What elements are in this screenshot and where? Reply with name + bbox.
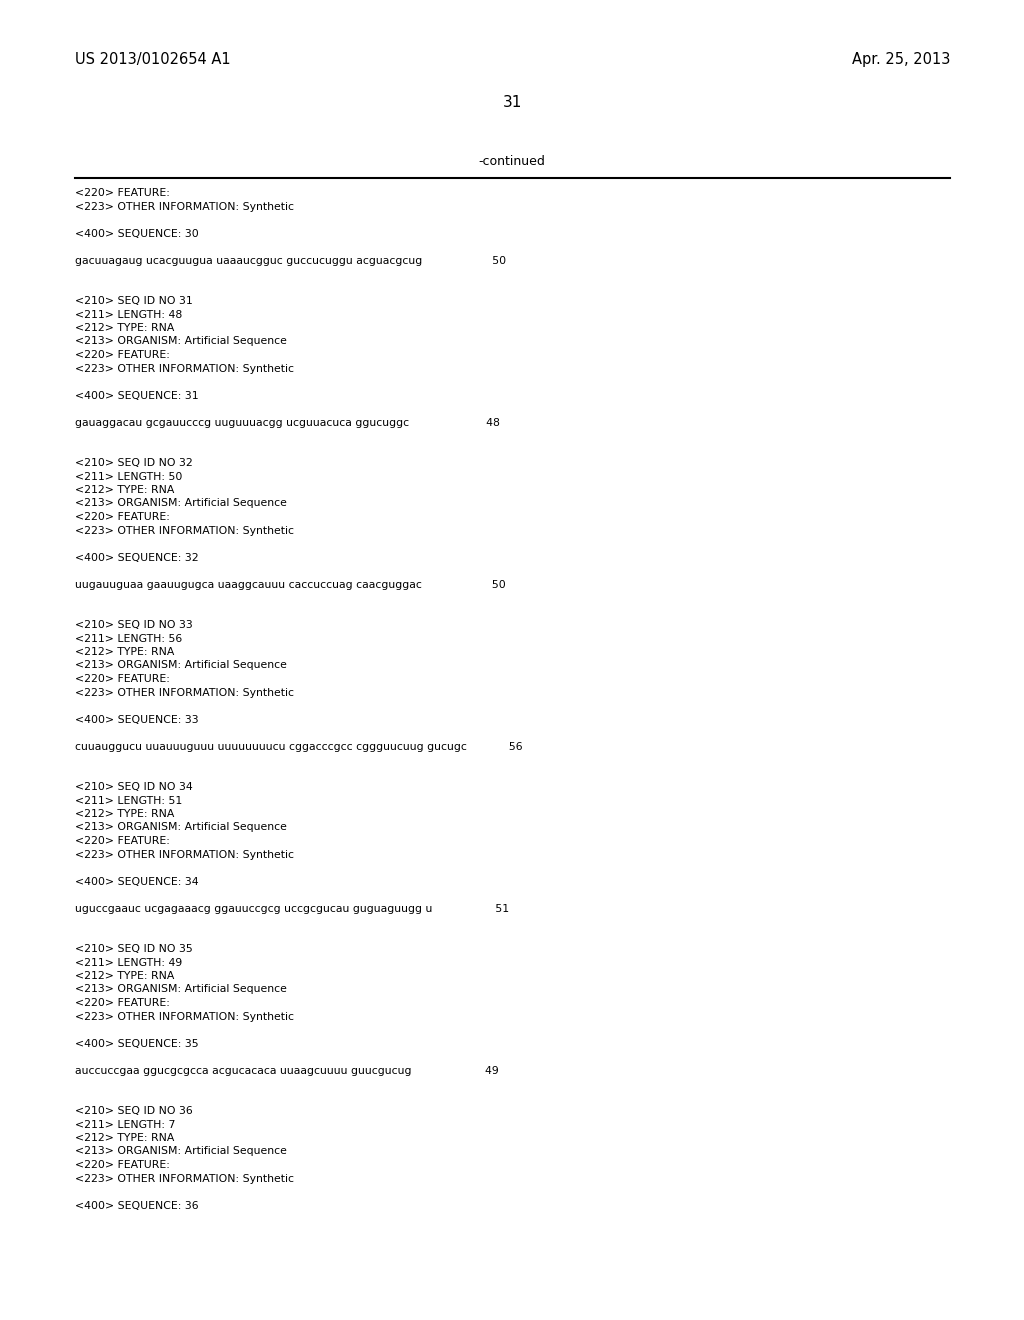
- Text: <220> FEATURE:: <220> FEATURE:: [75, 512, 170, 521]
- Text: <213> ORGANISM: Artificial Sequence: <213> ORGANISM: Artificial Sequence: [75, 985, 287, 994]
- Text: <220> FEATURE:: <220> FEATURE:: [75, 350, 170, 360]
- Text: <212> TYPE: RNA: <212> TYPE: RNA: [75, 323, 174, 333]
- Text: <223> OTHER INFORMATION: Synthetic: <223> OTHER INFORMATION: Synthetic: [75, 688, 294, 697]
- Text: <400> SEQUENCE: 32: <400> SEQUENCE: 32: [75, 553, 199, 562]
- Text: gacuuagaug ucacguugua uaaaucgguc guccucuggu acguacgcug                    50: gacuuagaug ucacguugua uaaaucgguc guccucu…: [75, 256, 506, 265]
- Text: <400> SEQUENCE: 34: <400> SEQUENCE: 34: [75, 876, 199, 887]
- Text: <211> LENGTH: 51: <211> LENGTH: 51: [75, 796, 182, 805]
- Text: <223> OTHER INFORMATION: Synthetic: <223> OTHER INFORMATION: Synthetic: [75, 363, 294, 374]
- Text: <212> TYPE: RNA: <212> TYPE: RNA: [75, 647, 174, 657]
- Text: <210> SEQ ID NO 35: <210> SEQ ID NO 35: [75, 944, 193, 954]
- Text: <210> SEQ ID NO 36: <210> SEQ ID NO 36: [75, 1106, 193, 1115]
- Text: <220> FEATURE:: <220> FEATURE:: [75, 1160, 170, 1170]
- Text: <212> TYPE: RNA: <212> TYPE: RNA: [75, 484, 174, 495]
- Text: <223> OTHER INFORMATION: Synthetic: <223> OTHER INFORMATION: Synthetic: [75, 1011, 294, 1022]
- Text: <223> OTHER INFORMATION: Synthetic: <223> OTHER INFORMATION: Synthetic: [75, 850, 294, 859]
- Text: <213> ORGANISM: Artificial Sequence: <213> ORGANISM: Artificial Sequence: [75, 822, 287, 833]
- Text: auccuccgaa ggucgcgcca acgucacaca uuaagcuuuu guucgucug                     49: auccuccgaa ggucgcgcca acgucacaca uuaagcu…: [75, 1065, 499, 1076]
- Text: <400> SEQUENCE: 31: <400> SEQUENCE: 31: [75, 391, 199, 400]
- Text: uugauuguaa gaauugugca uaaggcauuu caccuccuag caacguggac                    50: uugauuguaa gaauugugca uaaggcauuu caccucc…: [75, 579, 506, 590]
- Text: 31: 31: [503, 95, 521, 110]
- Text: <210> SEQ ID NO 32: <210> SEQ ID NO 32: [75, 458, 193, 469]
- Text: <210> SEQ ID NO 33: <210> SEQ ID NO 33: [75, 620, 193, 630]
- Text: Apr. 25, 2013: Apr. 25, 2013: [852, 51, 950, 67]
- Text: <223> OTHER INFORMATION: Synthetic: <223> OTHER INFORMATION: Synthetic: [75, 1173, 294, 1184]
- Text: <400> SEQUENCE: 35: <400> SEQUENCE: 35: [75, 1039, 199, 1048]
- Text: US 2013/0102654 A1: US 2013/0102654 A1: [75, 51, 230, 67]
- Text: <400> SEQUENCE: 33: <400> SEQUENCE: 33: [75, 714, 199, 725]
- Text: <220> FEATURE:: <220> FEATURE:: [75, 675, 170, 684]
- Text: <211> LENGTH: 56: <211> LENGTH: 56: [75, 634, 182, 644]
- Text: <220> FEATURE:: <220> FEATURE:: [75, 836, 170, 846]
- Text: <210> SEQ ID NO 31: <210> SEQ ID NO 31: [75, 296, 193, 306]
- Text: -continued: -continued: [478, 154, 546, 168]
- Text: uguccgaauc ucgagaaacg ggauuccgcg uccgcgucau guguaguugg u                  51: uguccgaauc ucgagaaacg ggauuccgcg uccgcgu…: [75, 903, 509, 913]
- Text: cuuauggucu uuauuuguuu uuuuuuuucu cggacccgcc cggguucuug gucugc            56: cuuauggucu uuauuuguuu uuuuuuuucu cggaccc…: [75, 742, 522, 751]
- Text: <211> LENGTH: 7: <211> LENGTH: 7: [75, 1119, 175, 1130]
- Text: <220> FEATURE:: <220> FEATURE:: [75, 998, 170, 1008]
- Text: gauaggacau gcgauucccg uuguuuacgg ucguuacuca ggucuggc                      48: gauaggacau gcgauucccg uuguuuacgg ucguuac…: [75, 417, 500, 428]
- Text: <400> SEQUENCE: 36: <400> SEQUENCE: 36: [75, 1200, 199, 1210]
- Text: <212> TYPE: RNA: <212> TYPE: RNA: [75, 809, 174, 818]
- Text: <211> LENGTH: 48: <211> LENGTH: 48: [75, 309, 182, 319]
- Text: <223> OTHER INFORMATION: Synthetic: <223> OTHER INFORMATION: Synthetic: [75, 202, 294, 211]
- Text: <211> LENGTH: 50: <211> LENGTH: 50: [75, 471, 182, 482]
- Text: <213> ORGANISM: Artificial Sequence: <213> ORGANISM: Artificial Sequence: [75, 499, 287, 508]
- Text: <213> ORGANISM: Artificial Sequence: <213> ORGANISM: Artificial Sequence: [75, 660, 287, 671]
- Text: <212> TYPE: RNA: <212> TYPE: RNA: [75, 1133, 174, 1143]
- Text: <213> ORGANISM: Artificial Sequence: <213> ORGANISM: Artificial Sequence: [75, 337, 287, 346]
- Text: <212> TYPE: RNA: <212> TYPE: RNA: [75, 972, 174, 981]
- Text: <223> OTHER INFORMATION: Synthetic: <223> OTHER INFORMATION: Synthetic: [75, 525, 294, 536]
- Text: <220> FEATURE:: <220> FEATURE:: [75, 187, 170, 198]
- Text: <211> LENGTH: 49: <211> LENGTH: 49: [75, 957, 182, 968]
- Text: <213> ORGANISM: Artificial Sequence: <213> ORGANISM: Artificial Sequence: [75, 1147, 287, 1156]
- Text: <210> SEQ ID NO 34: <210> SEQ ID NO 34: [75, 781, 193, 792]
- Text: <400> SEQUENCE: 30: <400> SEQUENCE: 30: [75, 228, 199, 239]
